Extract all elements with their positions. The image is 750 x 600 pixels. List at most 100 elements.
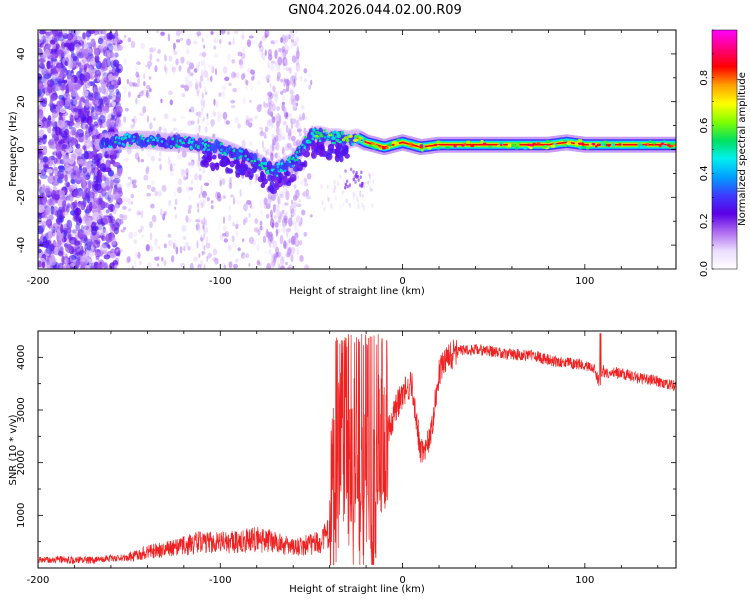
spectrogram-cell — [307, 157, 312, 161]
spectrogram-cell — [61, 255, 65, 266]
spectrogram-cell — [119, 214, 124, 219]
spectrogram-cell — [235, 258, 239, 263]
spectrogram-cell — [259, 220, 263, 226]
spectrogram-cell — [167, 159, 172, 166]
spectrogram-cell — [175, 30, 181, 37]
spectrogram-cell — [147, 262, 152, 268]
spectrogram-cell — [294, 72, 297, 77]
spectrogram-cell — [152, 145, 155, 148]
spectrogram-cell — [154, 136, 158, 140]
spectrogram-cell — [177, 153, 182, 160]
spectrogram-cell — [43, 73, 52, 80]
spectrogram-cell — [97, 86, 102, 94]
spectrogram-cell — [359, 190, 362, 195]
spectrogram-cell — [156, 30, 159, 34]
spectrogram-cell — [264, 103, 269, 109]
spectrogram-cell — [82, 133, 91, 144]
spectrogram-cell — [279, 128, 282, 138]
spectrogram-cell — [211, 66, 215, 74]
spectrogram-cell — [167, 233, 172, 238]
spectrogram-cell — [67, 60, 73, 69]
spectrogram-cell — [285, 79, 290, 87]
spectrogram-cell — [250, 83, 253, 91]
spectrogram-cell — [348, 202, 351, 207]
spectrogram-cell — [117, 44, 123, 51]
spectrogram-cell — [122, 37, 126, 41]
spectrogram-cell — [321, 200, 324, 206]
spectrogram-cell — [270, 152, 274, 162]
spectrogram-cell — [243, 203, 248, 212]
spectrogram-cell — [210, 139, 213, 142]
spectrogram-cell — [49, 256, 57, 266]
spectrogram-cell — [271, 142, 275, 152]
spectrogram-cell — [257, 229, 261, 236]
spectrogram-cell — [75, 207, 80, 217]
spectrogram-cell — [130, 193, 135, 199]
spectrogram-cell — [275, 113, 281, 123]
spectrogram-cell — [65, 205, 70, 213]
spectrogram-cell — [236, 72, 240, 79]
spectrogram-cell — [311, 152, 317, 159]
spectrogram-cell — [48, 89, 57, 99]
spectrogram-cell — [220, 91, 226, 98]
spectrogram-cell — [160, 208, 163, 217]
spectrogram-cell — [47, 83, 53, 94]
spectrogram-cell — [223, 238, 228, 243]
spectrogram-cell — [167, 155, 171, 164]
spectrogram-cell — [385, 146, 389, 149]
spectrogram-cell — [280, 162, 284, 165]
spectrogram-cell — [265, 203, 271, 210]
spectrogram-cell — [364, 181, 367, 185]
spectrogram-cell — [93, 91, 101, 101]
spectrogram-cell — [185, 215, 189, 223]
spectrogram-cell — [220, 262, 226, 268]
spectrogram-cell — [38, 260, 42, 268]
spectrogram-cell — [158, 126, 162, 131]
spectrogram-cell — [146, 115, 150, 123]
spectrogram-cell — [288, 113, 292, 118]
spectrogram-cell — [78, 217, 82, 224]
spectrogram-cell — [47, 196, 56, 207]
spectrogram-cell — [223, 151, 226, 155]
spectrogram-cell — [204, 138, 208, 142]
spectrogram-cell — [78, 108, 83, 118]
spectrogram-cell — [200, 219, 203, 224]
spectrogram-cell — [78, 48, 85, 58]
spectrogram-cell — [46, 120, 54, 128]
spectrogram-cell — [198, 228, 201, 234]
spectrogram-cell — [288, 246, 293, 252]
spectrogram-cell — [92, 197, 100, 202]
spectrogram-cell — [222, 111, 228, 120]
spectrogram-cell — [200, 191, 203, 196]
spectrogram-cell — [646, 142, 650, 146]
spectrogram-cell — [134, 251, 139, 259]
spectrogram-cell — [50, 121, 57, 128]
spectrogram-cell — [230, 71, 236, 79]
spectrogram-cell — [236, 219, 240, 225]
spectrogram-cell — [230, 194, 234, 198]
spectrogram-cell — [138, 112, 144, 117]
spectrogram-cell — [69, 115, 75, 123]
spectrogram-cell — [105, 202, 110, 209]
spectrogram-cell — [287, 143, 292, 149]
spectrogram-cell — [99, 96, 103, 104]
spectrogram-cell — [203, 225, 206, 233]
snr-y-tick-label: 3000 — [16, 397, 27, 422]
spectrogram-cell — [367, 172, 370, 177]
spectrogram-cell — [320, 183, 323, 190]
spectrogram-cell — [140, 210, 144, 219]
spectrogram-cell — [231, 235, 235, 243]
spectrogram-cell — [107, 49, 114, 58]
spectrogram-cell — [55, 210, 63, 218]
spectrogram-cell — [263, 197, 268, 206]
spectrogram-cell — [100, 228, 108, 237]
spectrogram-cell — [38, 212, 43, 220]
colorbar-tick-label: 0.4 — [699, 165, 710, 181]
spectrogram-cell — [234, 117, 239, 124]
spectrogram-cell — [111, 67, 116, 76]
spectrogram-cell — [131, 265, 134, 269]
spectrogram-image — [38, 30, 676, 269]
spectrogram-cell — [374, 144, 379, 149]
spectrogram-cell — [289, 173, 297, 182]
spectrogram-cell — [204, 194, 207, 203]
